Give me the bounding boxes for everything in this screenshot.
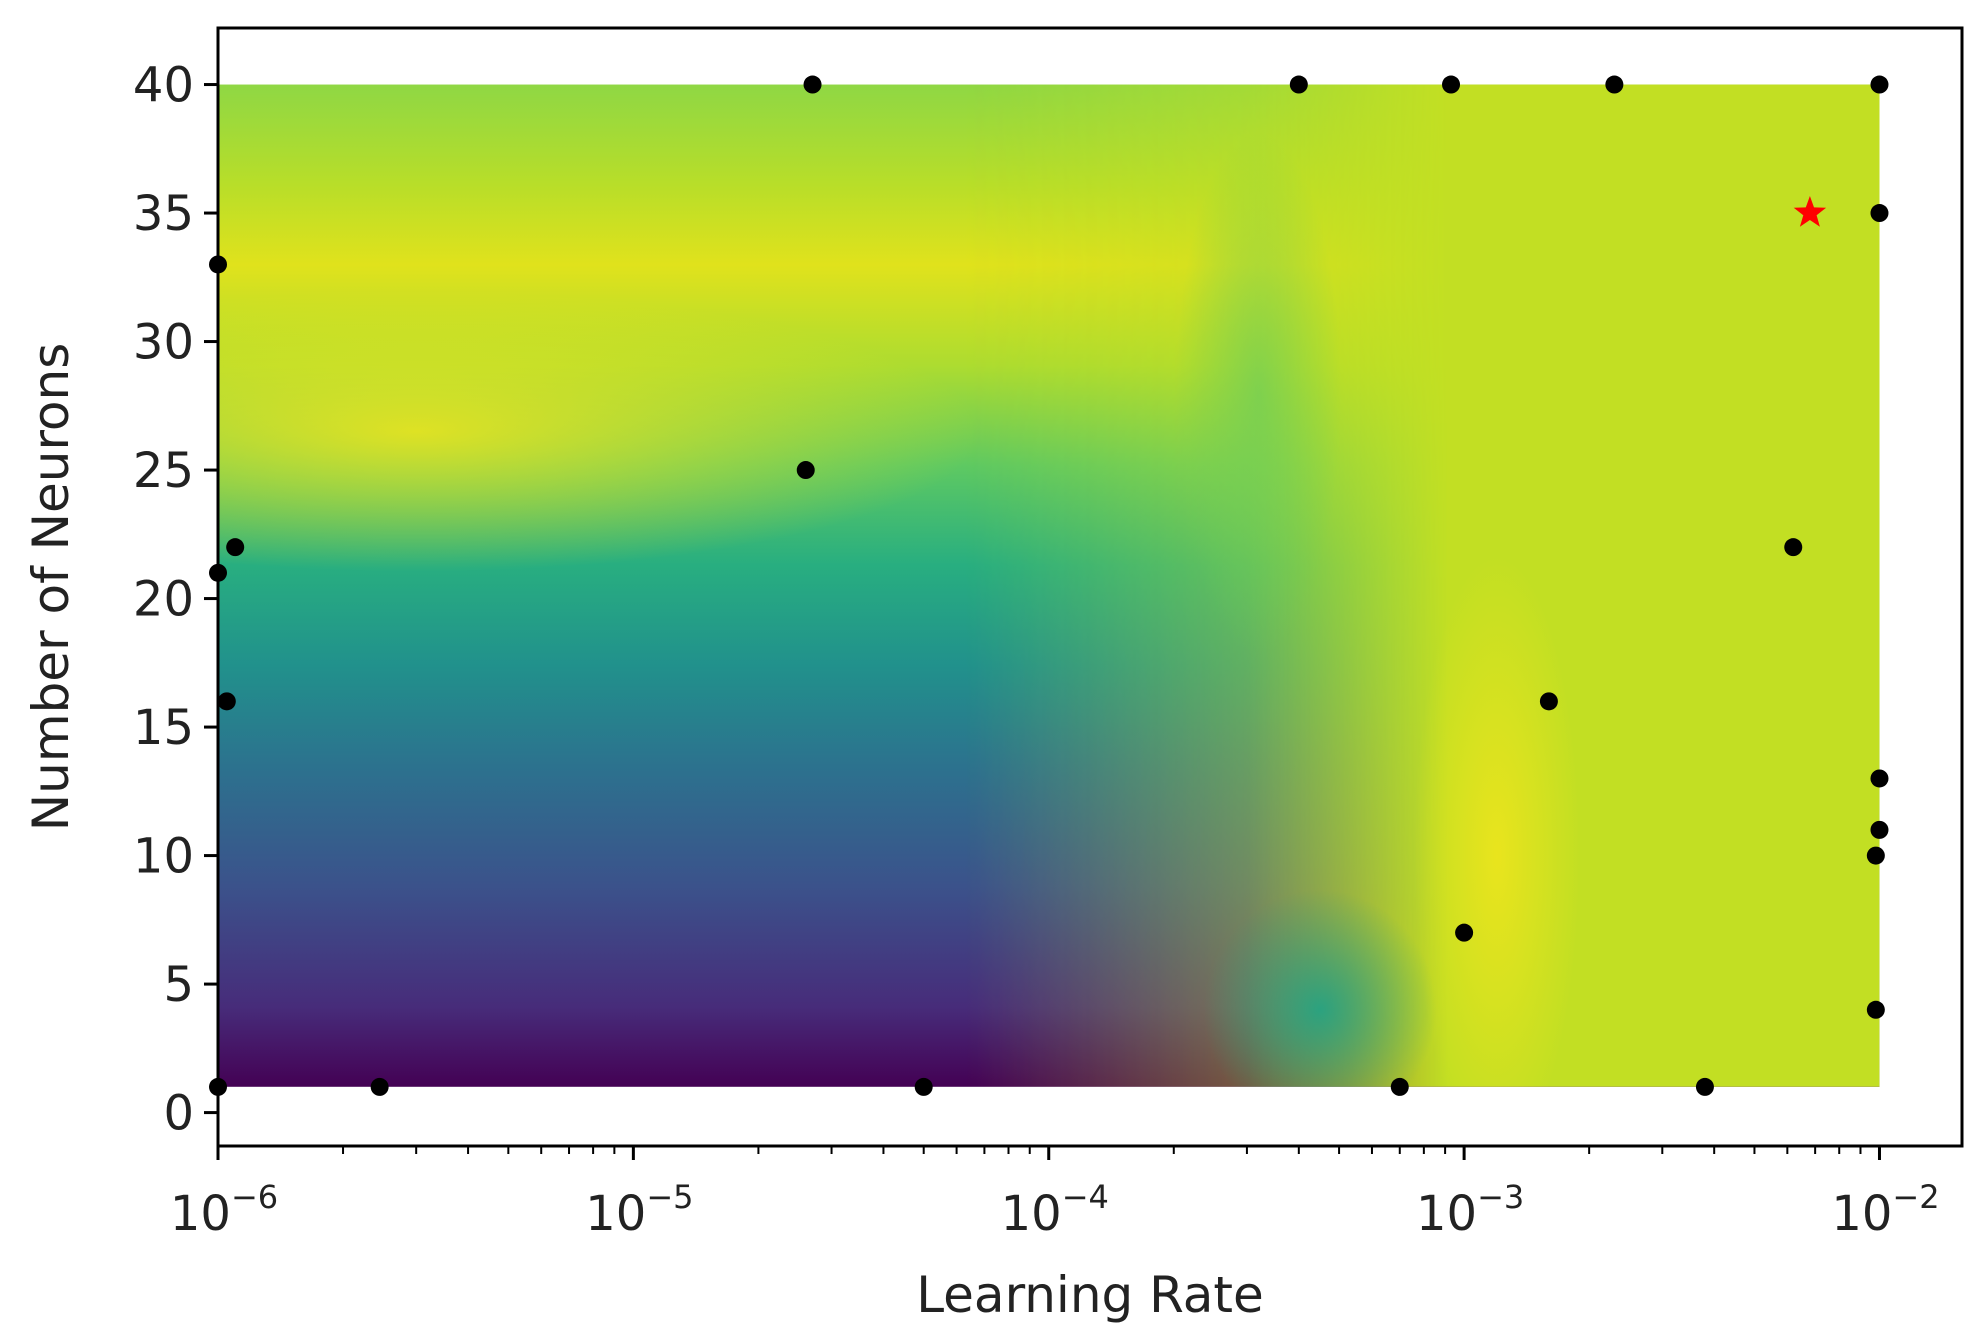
data-point (1870, 75, 1889, 94)
best-point (1793, 196, 1827, 227)
contour-surface (218, 84, 1880, 1087)
x-tick-label: 10−5 (585, 1178, 693, 1242)
y-tick-label: 25 (133, 443, 194, 499)
data-point (1605, 75, 1624, 94)
y-tick-label: 5 (163, 957, 194, 1013)
y-tick-label: 40 (133, 58, 194, 114)
y-axis: 0 5 10 15 20 25 30 35 40 (133, 58, 218, 1142)
data-point (1695, 1077, 1714, 1096)
y-tick-label: 20 (133, 572, 194, 628)
data-point (1866, 1000, 1885, 1019)
data-point (1539, 692, 1558, 711)
data-point (1870, 769, 1889, 788)
data-point (370, 1077, 389, 1096)
data-point (1866, 846, 1885, 865)
y-tick-label: 35 (133, 186, 194, 242)
x-tick-label: 10−4 (1001, 1178, 1109, 1242)
x-axis: 10−6 10−5 10−4 10−3 10−2 (170, 1146, 1940, 1242)
x-tick-label: 10−2 (1831, 1178, 1939, 1242)
y-tick-label: 15 (133, 700, 194, 756)
data-point (1870, 820, 1889, 839)
data-point (796, 461, 815, 480)
surface-right-region (218, 84, 1880, 1087)
y-tick-label: 10 (133, 829, 194, 885)
y-tick-label: 0 (163, 1086, 194, 1142)
surface-teal-trough (1203, 889, 1437, 1087)
surface-yellow-peak (1413, 554, 1581, 1087)
data-point (217, 692, 236, 711)
data-point (1455, 923, 1474, 942)
data-point (914, 1077, 933, 1096)
best-point-star (1793, 196, 1827, 227)
y-tick-label: 30 (133, 315, 194, 371)
data-point (226, 538, 245, 557)
data-point (1390, 1077, 1409, 1096)
x-tick-label: 10−3 (1416, 1178, 1524, 1242)
x-axis-title: Learning Rate (916, 1266, 1264, 1324)
data-point (803, 75, 822, 94)
sample-points (209, 75, 1889, 1096)
data-point (1784, 538, 1803, 557)
data-point (1442, 75, 1461, 94)
data-point (1289, 75, 1308, 94)
x-tick-label: 10−6 (170, 1178, 278, 1242)
surface-yellow-ridge (218, 291, 981, 572)
surface-green-band (1175, 132, 1342, 654)
data-point (1870, 204, 1889, 223)
y-axis-title: Number of Neurons (22, 343, 80, 831)
plot-frame (216, 26, 1964, 1148)
